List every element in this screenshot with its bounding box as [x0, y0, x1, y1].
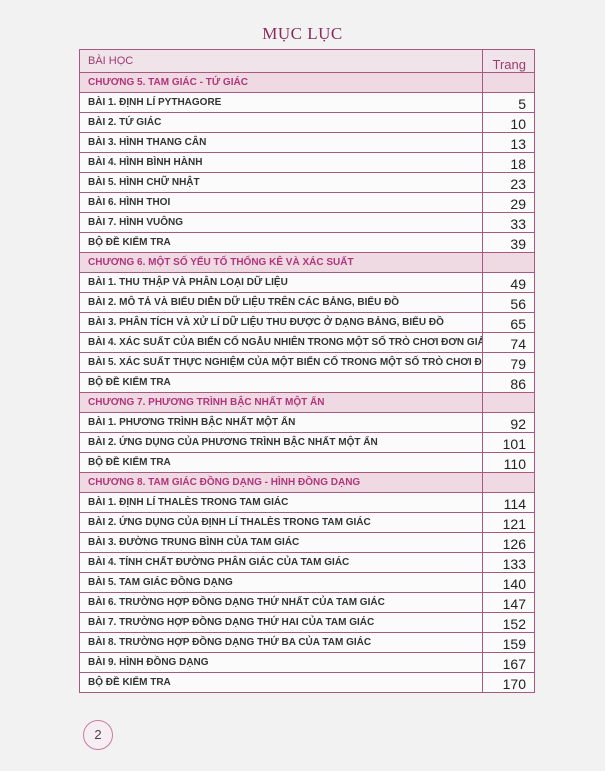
- lesson-row: BÀI 7. TRƯỜNG HỢP ĐỒNG DẠNG THỨ HAI CỦA …: [79, 612, 535, 633]
- lesson-page: 159: [482, 632, 535, 653]
- lesson-page: 39: [482, 232, 535, 253]
- lesson-name: BÀI 3. ĐƯỜNG TRUNG BÌNH CỦA TAM GIÁC: [79, 532, 483, 553]
- lesson-name: BỘ ĐỀ KIỂM TRA: [79, 672, 483, 693]
- chapter-row: CHƯƠNG 6. MỘT SỐ YẾU TỐ THỐNG KÊ VÀ XÁC …: [79, 252, 535, 273]
- lesson-row: BỘ ĐỀ KIỂM TRA 39: [79, 232, 535, 253]
- lesson-page: 167: [482, 652, 535, 673]
- lesson-page: 114: [482, 492, 535, 513]
- lesson-name: BỘ ĐỀ KIỂM TRA: [79, 372, 483, 393]
- lesson-page: 29: [482, 192, 535, 213]
- lesson-row: BÀI 2. ỨNG DỤNG CỦA ĐỊNH LÍ THALÈS TRONG…: [79, 512, 535, 533]
- lesson-row: BÀI 1. ĐỊNH LÍ PYTHAGORE 5: [79, 92, 535, 113]
- lesson-row: BÀI 2. TỨ GIÁC 10: [79, 112, 535, 133]
- lesson-name: BÀI 4. TÍNH CHẤT ĐƯỜNG PHÂN GIÁC CỦA TAM…: [79, 552, 483, 573]
- lesson-name: BÀI 6. HÌNH THOI: [79, 192, 483, 213]
- lesson-page: 79: [482, 352, 535, 373]
- lesson-name: BÀI 2. TỨ GIÁC: [79, 112, 483, 133]
- lesson-page: 49: [482, 272, 535, 293]
- lesson-page: 10: [482, 112, 535, 133]
- lesson-name: BÀI 1. ĐỊNH LÍ PYTHAGORE: [79, 92, 483, 113]
- lesson-row: BỘ ĐỀ KIỂM TRA 110: [79, 452, 535, 473]
- lesson-name: BÀI 6. TRƯỜNG HỢP ĐỒNG DẠNG THỨ NHẤT CỦA…: [79, 592, 483, 613]
- lesson-page: 92: [482, 412, 535, 433]
- page-title: MỤC LỤC: [262, 24, 343, 43]
- lesson-name: BÀI 7. HÌNH VUÔNG: [79, 212, 483, 233]
- lesson-row: BÀI 1. ĐỊNH LÍ THALÈS TRONG TAM GIÁC 114: [79, 492, 535, 513]
- lesson-name: BÀI 2. ỨNG DỤNG CỦA ĐỊNH LÍ THALÈS TRONG…: [79, 512, 483, 533]
- lesson-name: BÀI 3. HÌNH THANG CÂN: [79, 132, 483, 153]
- lesson-page: 23: [482, 172, 535, 193]
- lesson-row: BÀI 5. HÌNH CHỮ NHẬT 23: [79, 172, 535, 193]
- lesson-page: 65: [482, 312, 535, 333]
- lesson-name: BỘ ĐỀ KIỂM TRA: [79, 452, 483, 473]
- lesson-row: BÀI 4. TÍNH CHẤT ĐƯỜNG PHÂN GIÁC CỦA TAM…: [79, 552, 535, 573]
- chapter-page: [482, 472, 535, 493]
- lesson-page: 133: [482, 552, 535, 573]
- chapter-page: [482, 252, 535, 273]
- lesson-row: BÀI 6. TRƯỜNG HỢP ĐỒNG DẠNG THỨ NHẤT CỦA…: [79, 592, 535, 613]
- chapter-row: CHƯƠNG 7. PHƯƠNG TRÌNH BẬC NHẤT MỘT ẨN: [79, 392, 535, 413]
- chapter-row: CHƯƠNG 5. TAM GIÁC - TỨ GIÁC: [79, 72, 535, 93]
- lesson-row: BÀI 7. HÌNH VUÔNG 33: [79, 212, 535, 233]
- lesson-name: BÀI 5. XÁC SUẤT THỰC NGHIỆM CỦA MỘT BIẾN…: [79, 352, 483, 373]
- lesson-name: BÀI 1. ĐỊNH LÍ THALÈS TRONG TAM GIÁC: [79, 492, 483, 513]
- chapter-title: CHƯƠNG 8. TAM GIÁC ĐỒNG DẠNG - HÌNH ĐỒNG…: [79, 472, 483, 493]
- chapter-title: CHƯƠNG 7. PHƯƠNG TRÌNH BẬC NHẤT MỘT ẨN: [79, 392, 483, 413]
- chapter-row: CHƯƠNG 8. TAM GIÁC ĐỒNG DẠNG - HÌNH ĐỒNG…: [79, 472, 535, 493]
- lesson-row: BÀI 9. HÌNH ĐỒNG DẠNG 167: [79, 652, 535, 673]
- lesson-row: BÀI 6. HÌNH THOI 29: [79, 192, 535, 213]
- lesson-row: BÀI 8. TRƯỜNG HỢP ĐỒNG DẠNG THỨ BA CỦA T…: [79, 632, 535, 653]
- lesson-row: BÀI 2. MÔ TẢ VÀ BIỂU DIỄN DỮ LIỆU TRÊN C…: [79, 292, 535, 313]
- lesson-row: BÀI 4. HÌNH BÌNH HÀNH 18: [79, 152, 535, 173]
- lesson-row: BÀI 3. PHÂN TÍCH VÀ XỬ LÍ DỮ LIỆU THU ĐƯ…: [79, 312, 535, 333]
- lesson-name: BÀI 3. PHÂN TÍCH VÀ XỬ LÍ DỮ LIỆU THU ĐƯ…: [79, 312, 483, 333]
- lesson-page: 18: [482, 152, 535, 173]
- lesson-page: 126: [482, 532, 535, 553]
- lesson-name: BÀI 4. XÁC SUẤT CỦA BIẾN CỐ NGẪU NHIÊN T…: [79, 332, 483, 353]
- toc-table: BÀI HỌC Trang CHƯƠNG 5. TAM GIÁC - TỨ GI…: [79, 49, 535, 693]
- lesson-row: BÀI 4. XÁC SUẤT CỦA BIẾN CỐ NGẪU NHIÊN T…: [79, 332, 535, 353]
- lesson-row: BÀI 5. XÁC SUẤT THỰC NGHIỆM CỦA MỘT BIẾN…: [79, 352, 535, 373]
- lesson-name: BÀI 1. THU THẬP VÀ PHÂN LOẠI DỮ LIỆU: [79, 272, 483, 293]
- lesson-name: BỘ ĐỀ KIỂM TRA: [79, 232, 483, 253]
- lesson-name: BÀI 8. TRƯỜNG HỢP ĐỒNG DẠNG THỨ BA CỦA T…: [79, 632, 483, 653]
- lesson-name: BÀI 9. HÌNH ĐỒNG DẠNG: [79, 652, 483, 673]
- lesson-row: BỘ ĐỀ KIỂM TRA 170: [79, 672, 535, 693]
- lesson-row: BÀI 2. ỨNG DỤNG CỦA PHƯƠNG TRÌNH BẬC NHẤ…: [79, 432, 535, 453]
- lesson-page: 74: [482, 332, 535, 353]
- lesson-row: BÀI 3. HÌNH THANG CÂN 13: [79, 132, 535, 153]
- lesson-page: 5: [482, 92, 535, 113]
- lesson-page: 13: [482, 132, 535, 153]
- lesson-page: 33: [482, 212, 535, 233]
- lesson-row: BÀI 1. PHƯƠNG TRÌNH BẬC NHẤT MỘT ẨN 92: [79, 412, 535, 433]
- header-page: Trang: [482, 49, 535, 73]
- lesson-name: BÀI 5. HÌNH CHỮ NHẬT: [79, 172, 483, 193]
- page-number: 2: [83, 720, 113, 750]
- lesson-name: BÀI 1. PHƯƠNG TRÌNH BẬC NHẤT MỘT ẨN: [79, 412, 483, 433]
- header-lesson: BÀI HỌC: [79, 49, 483, 73]
- lesson-page: 110: [482, 452, 535, 473]
- lesson-page: 101: [482, 432, 535, 453]
- table-header: BÀI HỌC Trang: [79, 49, 535, 73]
- lesson-row: BÀI 1. THU THẬP VÀ PHÂN LOẠI DỮ LIỆU 49: [79, 272, 535, 293]
- lesson-page: 140: [482, 572, 535, 593]
- lesson-name: BÀI 5. TAM GIÁC ĐỒNG DẠNG: [79, 572, 483, 593]
- lesson-page: 121: [482, 512, 535, 533]
- lesson-name: BÀI 7. TRƯỜNG HỢP ĐỒNG DẠNG THỨ HAI CỦA …: [79, 612, 483, 633]
- lesson-name: BÀI 2. ỨNG DỤNG CỦA PHƯƠNG TRÌNH BẬC NHẤ…: [79, 432, 483, 453]
- chapter-page: [482, 392, 535, 413]
- chapter-page: [482, 72, 535, 93]
- lesson-page: 86: [482, 372, 535, 393]
- lesson-page: 152: [482, 612, 535, 633]
- chapter-title: CHƯƠNG 5. TAM GIÁC - TỨ GIÁC: [79, 72, 483, 93]
- chapter-title: CHƯƠNG 6. MỘT SỐ YẾU TỐ THỐNG KÊ VÀ XÁC …: [79, 252, 483, 273]
- lesson-row: BÀI 5. TAM GIÁC ĐỒNG DẠNG 140: [79, 572, 535, 593]
- lesson-name: BÀI 4. HÌNH BÌNH HÀNH: [79, 152, 483, 173]
- lesson-row: BỘ ĐỀ KIỂM TRA 86: [79, 372, 535, 393]
- lesson-page: 147: [482, 592, 535, 613]
- lesson-row: BÀI 3. ĐƯỜNG TRUNG BÌNH CỦA TAM GIÁC 126: [79, 532, 535, 553]
- lesson-page: 170: [482, 672, 535, 693]
- lesson-name: BÀI 2. MÔ TẢ VÀ BIỂU DIỄN DỮ LIỆU TRÊN C…: [79, 292, 483, 313]
- lesson-page: 56: [482, 292, 535, 313]
